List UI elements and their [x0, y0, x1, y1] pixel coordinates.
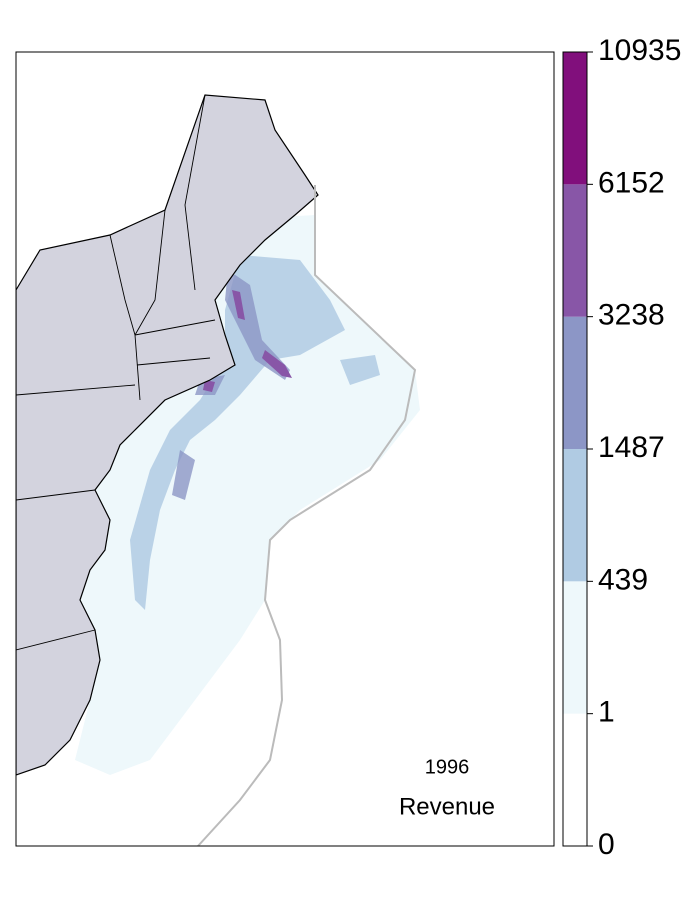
color-legend: 0 1 439 1487 3238 6152 10935: [562, 34, 681, 861]
legend-label: 6152: [598, 166, 665, 199]
legend-label: 1: [598, 696, 615, 729]
map-frame: [15, 51, 555, 847]
survey-area: [75, 215, 420, 775]
legend-band: [563, 713, 587, 846]
variable-label: Revenue: [399, 793, 495, 820]
top-revenue-spots: [203, 290, 292, 392]
land: [16, 94, 319, 776]
year-label: 1996: [425, 756, 470, 778]
legend-band: [563, 184, 587, 317]
legend-band: [563, 52, 587, 185]
legend-band: [563, 449, 587, 582]
legend-band: [563, 581, 587, 714]
legend-band: [563, 316, 587, 449]
legend-label: 1487: [598, 431, 665, 464]
state-borders: [16, 94, 216, 651]
legend-label: 439: [598, 563, 648, 596]
map-body: [16, 94, 420, 846]
legend-label: 0: [598, 828, 615, 861]
survey-boundary: [197, 185, 417, 846]
legend-label: 10935: [598, 34, 681, 67]
mid-revenue-area: [130, 255, 380, 610]
high-revenue-area: [172, 270, 290, 500]
legend-label: 3238: [598, 299, 665, 332]
